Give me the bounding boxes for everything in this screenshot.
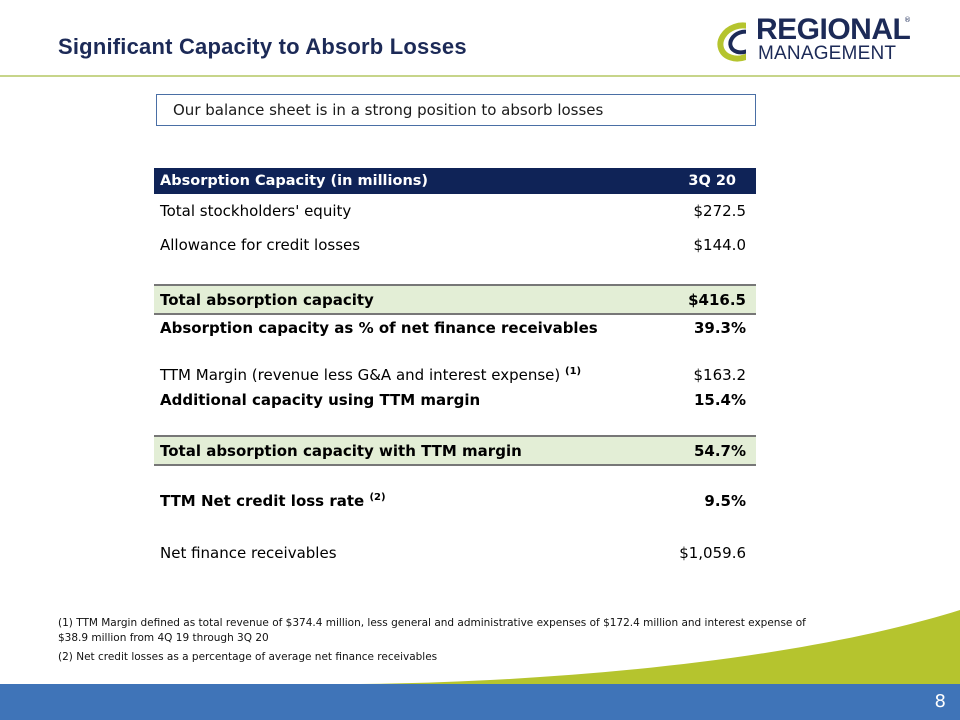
row-value: 54.7% [662,435,756,466]
table-row-total: Total absorption capacity $416.5 [154,284,756,315]
spacer-row [154,514,756,536]
row-label: Additional capacity using TTM margin [160,391,481,409]
row-label: TTM Net credit loss rate (2) [154,488,662,514]
logo-word-regional: REGIONAL [756,13,911,46]
row-value: $272.5 [693,202,747,220]
callout-box: Our balance sheet is in a strong positio… [156,94,756,126]
footnote-1: (1) TTM Margin defined as total revenue … [58,617,806,644]
row-label: Total absorption capacity with TTM margi… [154,435,663,466]
logo-swoosh-icon [717,20,760,62]
table-row: Allowance for credit losses $144.0 [154,228,756,262]
table-row: Net finance receivables $1,059.6 [154,536,756,570]
row-value: 15.4% [693,391,746,409]
table-row: TTM Margin (revenue less G&A and interes… [154,363,756,387]
row-value: 9.5% [704,492,746,510]
table-row: Total stockholders' equity $272.5 [154,194,756,228]
row-value: $1,059.6 [679,544,746,562]
header-label: Absorption Capacity (in millions) [154,168,663,194]
table-header-row: Absorption Capacity (in millions) 3Q 20 [154,168,756,194]
row-label: Allowance for credit losses [160,236,361,254]
row-label: Total absorption capacity [154,284,663,315]
row-label: Absorption capacity as % of net finance … [160,319,598,337]
table-row: TTM Net credit loss rate (2) 9.5% [154,488,756,514]
logo-word-management: MANAGEMENT [758,43,897,64]
row-label-text: TTM Net credit loss rate [160,492,365,510]
page-number: 8 [934,691,946,712]
row-value: $163.2 [693,366,747,384]
spacer-row [154,465,756,488]
header-divider [0,75,960,77]
absorption-capacity-table: Absorption Capacity (in millions) 3Q 20 … [154,168,756,570]
table-row: Additional capacity using TTM margin 15.… [154,387,756,413]
footnote-ref: (1) [565,366,582,377]
logo-registered-mark: ® [904,16,911,24]
header-period: 3Q 20 [662,168,756,194]
row-value: 39.3% [693,319,746,337]
spacer-row [154,262,756,285]
table-row-total: Total absorption capacity with TTM margi… [154,435,756,466]
footnote-2: (2) Net credit losses as a percentage of… [58,651,438,663]
row-label: TTM Margin (revenue less G&A and interes… [154,363,662,387]
row-label-text: TTM Margin (revenue less G&A and interes… [160,366,561,384]
spacer-row [154,341,756,363]
footer-wave-graphic [0,610,960,720]
table-row: Absorption capacity as % of net finance … [154,314,756,341]
page-title: Significant Capacity to Absorb Losses [58,34,467,59]
regional-management-logo: REGIONAL MANAGEMENT ® [716,14,916,66]
row-value: $416.5 [662,284,756,315]
row-value: $144.0 [693,236,747,254]
spacer-row [154,413,756,436]
footnote-ref: (2) [369,492,386,503]
row-label: Total stockholders' equity [160,202,352,220]
row-label: Net finance receivables [160,544,337,562]
footnotes: (1) TTM Margin defined as total revenue … [58,616,838,669]
